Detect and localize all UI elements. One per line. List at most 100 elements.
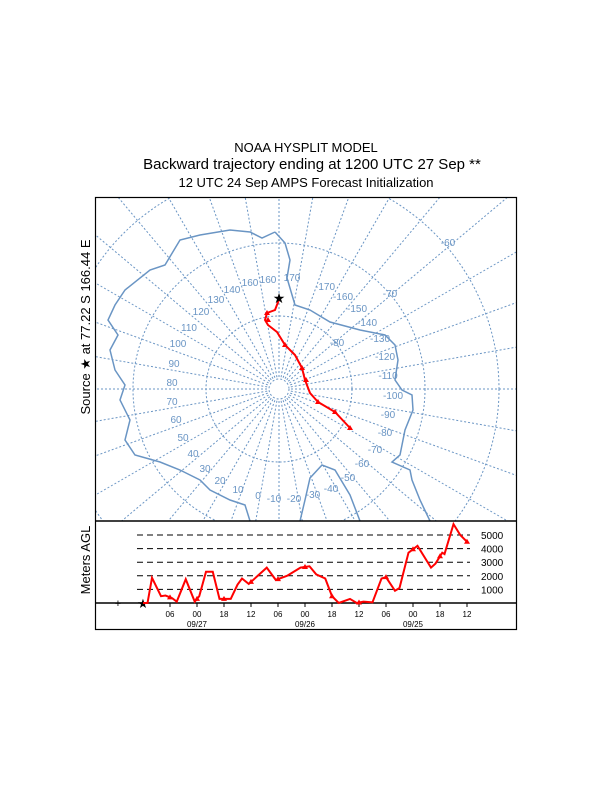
source-star-icon: ★: [273, 290, 286, 306]
meridian-label: 50: [177, 433, 189, 444]
time-tick-label: 18: [436, 610, 445, 619]
meridian-label: 20: [214, 476, 226, 487]
figure-frame: [94, 196, 518, 631]
meridian-line: [284, 399, 356, 521]
time-tick-label: 06: [166, 610, 175, 619]
meridian-line: [96, 282, 269, 384]
meridian-line: [290, 346, 516, 388]
meridian-line: [168, 198, 274, 379]
meridian-label: -70: [383, 289, 398, 300]
height-marker: [464, 538, 470, 544]
meridian-line: [96, 390, 268, 422]
meridian-label: 100: [170, 339, 187, 350]
height-marker: [356, 599, 362, 605]
date-label: 09/26: [295, 620, 316, 629]
meridian-label: 160: [260, 275, 277, 286]
meridian-line: [255, 400, 278, 521]
time-tick-label: 00: [193, 610, 202, 619]
meridian-line: [96, 394, 269, 496]
trajectory-marker: [347, 425, 353, 430]
trajectory-marker: [315, 399, 321, 404]
meridian-label: -150: [347, 304, 367, 315]
meridian-label: -80: [378, 428, 393, 439]
height-marker: [167, 594, 173, 600]
meridian-label: 40: [187, 449, 199, 460]
height-marker: [329, 593, 335, 599]
trajectory-path: [263, 296, 351, 429]
meridian-line: [230, 400, 276, 521]
meridian-label: -60: [355, 459, 370, 470]
plus-marker: +: [115, 598, 121, 610]
trajectory-marker: [332, 409, 338, 414]
trajectory-marker: [264, 310, 270, 315]
model-title: NOAA HYSPLIT MODEL: [234, 140, 378, 155]
meridian-line: [290, 392, 516, 476]
time-tick-label: 12: [247, 610, 256, 619]
meridian-label: -120: [375, 352, 395, 363]
meridian-label: 80: [166, 378, 178, 389]
meridian-label: -40: [324, 484, 339, 495]
meridian-line: [167, 397, 272, 521]
height-tick-label: 4000: [481, 545, 504, 556]
meridian-line: [290, 302, 516, 386]
height-marker: [410, 546, 416, 552]
trajectory-marker: [282, 342, 288, 347]
meridian-label: -110: [378, 371, 398, 382]
time-tick-label: 12: [355, 610, 364, 619]
height-marker: [248, 578, 254, 584]
meridian-label: -80: [330, 338, 345, 349]
meridian-label: 170: [284, 273, 301, 284]
height-axis-label: Meters AGL: [78, 526, 93, 595]
meridian-line: [208, 198, 276, 378]
source-label: Source ★ at 77.22 S 166.44 E: [78, 239, 93, 414]
height-marker: [194, 595, 200, 601]
meridian-label: -60: [441, 238, 456, 249]
height-marker: [221, 595, 227, 601]
time-tick-label: 18: [328, 610, 337, 619]
meridian-line: [120, 396, 271, 521]
meridian-line: [286, 198, 440, 381]
meridian-label: 60: [170, 415, 182, 426]
meridian-line: [280, 400, 303, 521]
meridian-label: -170: [315, 282, 335, 293]
time-tick-label: 06: [382, 610, 391, 619]
time-tick-label: 00: [409, 610, 418, 619]
meridian-label: -140: [357, 318, 377, 329]
meridian-line: [96, 392, 268, 457]
meridian-line: [280, 198, 314, 378]
height-tick-label: 5000: [481, 531, 504, 542]
meridian-line: [290, 390, 516, 432]
height-marker: [302, 563, 308, 569]
height-marker: [275, 576, 281, 582]
meridian-line: [284, 198, 390, 379]
meridian-line: [96, 356, 268, 388]
time-tick-label: 00: [301, 610, 310, 619]
meridian-label: 10: [232, 485, 244, 496]
height-tick-label: 1000: [481, 585, 504, 596]
meridian-label: -70: [368, 445, 383, 456]
date-label: 09/25: [403, 620, 424, 629]
latitude-circle: [268, 378, 290, 400]
meridian-label: -30: [306, 490, 321, 501]
antarctica-coastline: [107, 229, 431, 521]
time-tick-label: 18: [220, 610, 229, 619]
meridian-label: -130: [370, 334, 390, 345]
meridian-label: -160: [333, 292, 353, 303]
meridian-line: [287, 198, 508, 382]
meridian-label: -50: [341, 473, 356, 484]
trajectory-marker: [299, 365, 305, 370]
meridian-line: [287, 396, 438, 521]
meridian-label: 160: [242, 278, 259, 289]
meridian-line: [289, 251, 516, 384]
meridian-label: 0: [255, 491, 261, 502]
height-tick-label: 2000: [481, 572, 504, 583]
meridian-label: 30: [199, 464, 211, 475]
chart-subtitle: 12 UTC 24 Sep AMPS Forecast Initializati…: [178, 175, 433, 190]
meridian-label: 90: [168, 359, 180, 370]
time-tick-label: 06: [274, 610, 283, 619]
time-tick-label: 12: [463, 610, 472, 619]
meridian-label: 110: [181, 323, 197, 334]
meridian-line: [286, 397, 391, 521]
